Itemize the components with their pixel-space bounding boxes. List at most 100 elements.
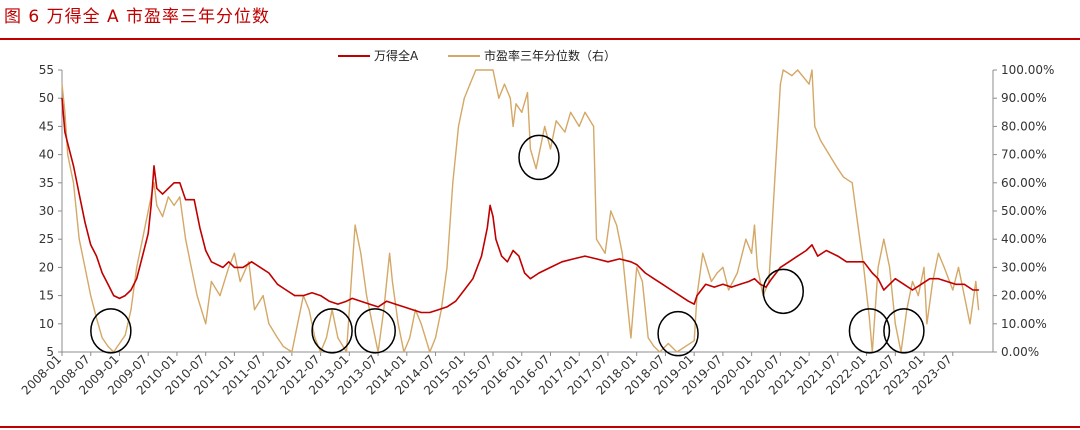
y-right-tick-label: 60.00% <box>1001 176 1047 190</box>
pe-percentile-point <box>952 289 954 291</box>
pe-percentile-point <box>190 266 192 268</box>
pe-percentile-point <box>389 252 391 254</box>
pe-percentile-point <box>811 69 813 71</box>
wind-all-a-point <box>889 283 891 285</box>
pe-percentile-point <box>837 168 839 170</box>
pe-percentile-point <box>722 266 724 268</box>
wind-all-a-point <box>825 249 827 252</box>
wind-all-a-point <box>242 266 244 268</box>
chart-legend: 万得全A 市盈率三年分位数（右） <box>338 48 616 63</box>
pe-percentile-point <box>492 69 494 71</box>
pe-percentile-point <box>239 280 241 283</box>
wind-all-a-point <box>693 303 695 305</box>
highlight-circle <box>657 310 699 357</box>
pe-percentile-point <box>702 252 704 254</box>
wind-all-a-point <box>911 289 914 291</box>
pe-percentile-point <box>716 272 718 274</box>
pe-percentile-point <box>210 280 212 283</box>
wind-all-a-point <box>412 309 414 311</box>
wind-all-a-point <box>268 272 270 274</box>
pe-percentile-point <box>756 266 759 268</box>
wind-all-a-point <box>679 295 681 297</box>
pe-percentile-point <box>282 345 284 347</box>
pe-percentile-point <box>512 125 514 127</box>
y-left-tick-label: 55 <box>39 63 54 77</box>
wind-all-a-point <box>162 193 164 195</box>
pe-percentile-point <box>179 196 181 198</box>
pe-percentile-point <box>926 323 928 325</box>
pe-percentile-point <box>779 83 782 85</box>
wind-all-a-point <box>670 289 672 291</box>
wind-all-a-point <box>955 283 957 285</box>
wind-all-a-point <box>78 193 80 195</box>
wind-all-a-point <box>595 258 598 260</box>
y-right-tick-label: 10.00% <box>1001 317 1047 331</box>
wind-all-a-point <box>644 272 646 274</box>
wind-all-a-point <box>199 227 201 229</box>
pe-percentile-point <box>90 295 92 297</box>
wind-all-a-point <box>630 261 632 263</box>
wind-all-a-point <box>153 165 155 167</box>
y-right-tick-label: 50.00% <box>1001 204 1047 218</box>
pe-percentile-point <box>549 148 552 150</box>
pe-percentile-point <box>297 323 299 325</box>
pe-percentile-point <box>969 323 971 325</box>
pe-percentile-point <box>710 280 713 283</box>
pe-percentile-point <box>391 280 393 283</box>
highlight-circle <box>883 308 925 354</box>
pe-percentile-point <box>621 252 623 254</box>
pe-percentile-point <box>253 309 256 311</box>
pe-percentile-point <box>403 351 405 353</box>
pe-percentile-point <box>957 266 960 268</box>
pe-percentile-point <box>452 182 454 184</box>
y-left-tick-label: 40 <box>39 148 54 162</box>
wind-all-a-point <box>978 289 980 291</box>
wind-all-a-point <box>193 199 195 201</box>
wind-all-a-point <box>285 289 287 291</box>
pe-percentile-point <box>475 69 477 71</box>
wind-all-a-point <box>446 306 448 308</box>
highlight-circle <box>90 308 132 354</box>
y-left-tick-label: 15 <box>39 289 54 303</box>
pe-percentile-point <box>248 261 250 263</box>
wind-all-a-point <box>584 255 586 257</box>
pe-percentile-point <box>883 238 885 240</box>
wind-all-a-point <box>963 283 965 285</box>
highlight-circle <box>848 308 891 354</box>
pe-percentile-point <box>843 176 845 178</box>
wind-all-a-point <box>84 221 86 223</box>
wind-all-a-point <box>653 278 655 280</box>
title-divider <box>0 38 1080 40</box>
pe-percentile-point <box>636 266 638 268</box>
pe-percentile-point <box>814 125 816 127</box>
pe-percentile-point <box>503 83 506 85</box>
pe-percentile-point <box>118 342 121 345</box>
bottom-divider <box>0 426 1080 428</box>
pe-percentile-point <box>616 224 618 226</box>
wind-all-a-point <box>130 289 132 291</box>
pe-percentile-point <box>196 295 198 297</box>
wind-all-a-point <box>386 300 388 302</box>
pe-percentile-point <box>219 295 221 297</box>
wind-all-a-point <box>771 278 773 280</box>
pe-percentile-point <box>911 280 914 283</box>
pe-percentile-point <box>371 323 373 325</box>
pe-percentile-point <box>521 111 523 113</box>
wind-all-a-point <box>501 255 503 257</box>
wind-all-a-point <box>90 244 92 246</box>
pe-percentile-point <box>943 266 945 268</box>
wind-all-a-point <box>259 266 261 268</box>
pe-percentile-point <box>320 351 322 353</box>
pe-percentile-point <box>526 92 529 94</box>
highlight-circle <box>311 308 353 354</box>
wind-all-a-point <box>929 278 931 280</box>
wind-all-a-point <box>972 289 974 291</box>
pe-percentile-point <box>555 120 557 122</box>
pe-percentile-point <box>205 323 207 325</box>
wind-all-a-point <box>739 283 741 285</box>
pe-percentile-point <box>963 295 965 297</box>
pe-percentile-point <box>308 309 310 311</box>
pe-percentile-point <box>791 75 793 77</box>
wind-all-a-point <box>61 97 63 99</box>
wind-all-a-point <box>113 295 115 297</box>
